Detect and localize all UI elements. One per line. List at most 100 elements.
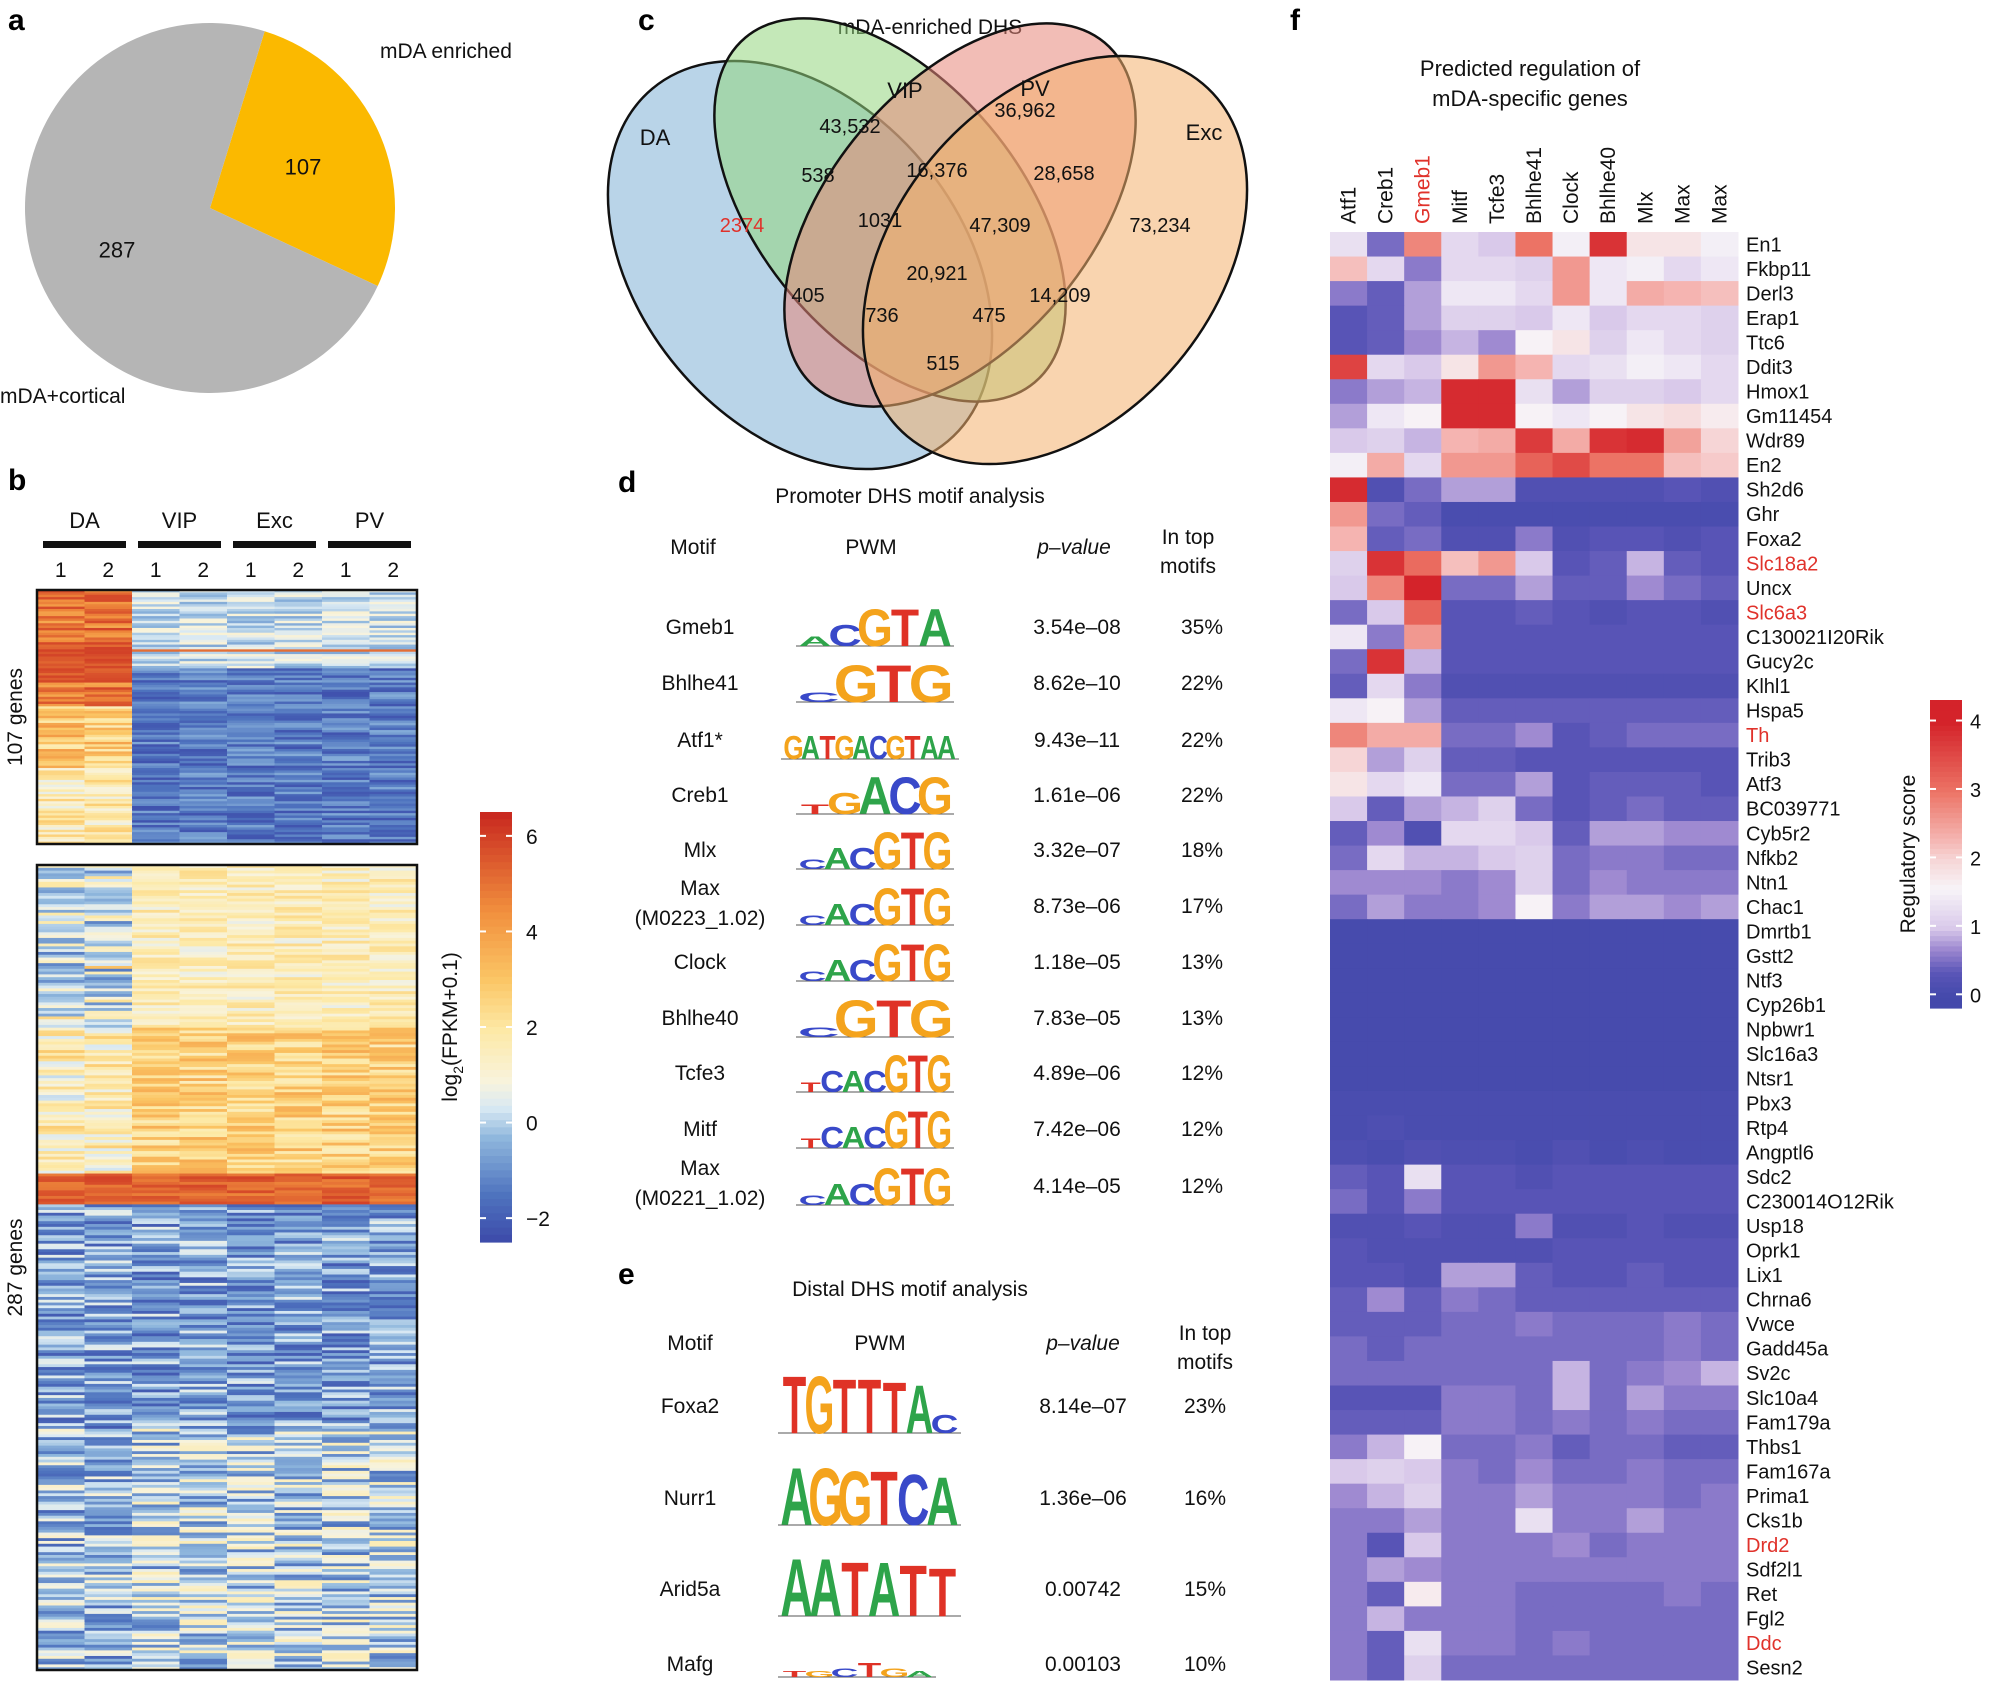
heatmap-cell (274, 1036, 323, 1040)
heatmap-cell (322, 594, 370, 598)
regulation-cell (1663, 870, 1702, 896)
colorbar-segment (480, 912, 512, 921)
regulation-cell (1515, 821, 1554, 847)
colorbar-segment (480, 1027, 512, 1035)
heatmap-cell (132, 1420, 180, 1424)
heatmap-cell (37, 1243, 85, 1247)
heatmap-cell (132, 1524, 180, 1528)
heatmap-cell (132, 1636, 180, 1640)
regulation-cell (1330, 1410, 1368, 1436)
heatmap-cell (227, 613, 275, 617)
heatmap-cell (227, 1299, 275, 1304)
heatmap-cell (227, 637, 275, 641)
heatmap-cell (84, 1322, 133, 1326)
heatmap-cell (132, 1291, 180, 1295)
heatmap-cell (132, 658, 180, 662)
heatmap-cell (179, 1555, 228, 1559)
heatmap-cell (322, 1372, 370, 1376)
heatmap-cell (84, 646, 133, 650)
heatmap-cell (274, 1210, 323, 1214)
regulation-cell (1478, 501, 1516, 528)
heatmap-cell (84, 1294, 133, 1298)
heatmap-cell (274, 893, 323, 897)
heatmap-cell (274, 687, 323, 691)
heatmap-cell (274, 946, 323, 950)
heatmap-cell (132, 1319, 180, 1323)
heatmap-cell (274, 1355, 323, 1360)
colorbar-segment (480, 1220, 512, 1229)
regulation-cell (1663, 894, 1702, 920)
heatmap-cell (369, 1282, 418, 1287)
heatmap-cell (132, 1252, 180, 1256)
heatmap-cell (322, 825, 370, 828)
heatmap-cell (369, 1148, 418, 1152)
heatmap-cell (37, 1064, 85, 1068)
regulation-cell (1626, 526, 1665, 552)
pwm-letter: T (929, 1556, 956, 1632)
heatmap-cell (84, 1224, 133, 1228)
heatmap-cell (179, 1353, 228, 1357)
regulation-cell (1663, 1508, 1702, 1534)
heatmap-cell (37, 1602, 85, 1606)
regulation-cell (1589, 354, 1628, 380)
heatmap-cell (322, 1392, 370, 1396)
heatmap-cell (322, 665, 370, 669)
heatmap-cell (84, 1423, 133, 1427)
gene-row-label: Ntf3 (1746, 971, 1783, 993)
heatmap-cell (227, 813, 275, 817)
heatmap-cell (179, 722, 228, 726)
heatmap-cell (274, 974, 323, 978)
heatmap-cell (37, 1013, 85, 1017)
heatmap-cell (274, 791, 323, 795)
pwm-letter: T (883, 1368, 906, 1449)
heatmap-cell (369, 1047, 418, 1051)
heatmap-cell (84, 935, 133, 939)
distal-table-title: Distal DHS motif analysis (792, 1278, 1028, 1301)
heatmap-cell (369, 1597, 418, 1601)
heatmap-cell (37, 646, 85, 650)
heatmap-cell (37, 1041, 85, 1046)
heatmap-cell (37, 1201, 85, 1205)
gene-row-label: En2 (1746, 455, 1782, 477)
heatmap-cell (179, 1465, 228, 1469)
heatmap-cell (37, 1254, 85, 1259)
motif-pvalue: 4.14e–05 (1033, 1175, 1121, 1198)
heatmap-cell (179, 706, 228, 710)
regulation-cell (1552, 1410, 1591, 1436)
heatmap-cell (37, 1294, 85, 1298)
heatmap-cell (274, 1050, 323, 1054)
heatmap-cell (37, 1538, 85, 1542)
heatmap-cell (179, 991, 228, 995)
heatmap-cell (369, 1066, 418, 1071)
motif-name: Gmeb1 (666, 616, 735, 639)
heatmap-cell (37, 625, 85, 629)
heatmap-cell (179, 1075, 228, 1079)
regulation-cell (1626, 403, 1665, 429)
heatmap-cell (369, 1484, 418, 1489)
heatmap-cell (274, 590, 323, 593)
heatmap-cell (37, 1299, 85, 1304)
heatmap-cell (37, 1428, 85, 1433)
heatmap-cell (179, 1378, 228, 1382)
regulation-cell (1700, 1213, 1739, 1239)
heatmap-cell (227, 1089, 275, 1093)
heatmap-cell (37, 1333, 85, 1337)
heatmap-cell (322, 1591, 370, 1595)
heatmap-cell (132, 907, 180, 911)
heatmap-cell (84, 1153, 133, 1158)
heatmap-cell (132, 1569, 180, 1573)
heatmap-cell (37, 1080, 85, 1085)
heatmap-cell (132, 1526, 180, 1531)
heatmap-cell (369, 1442, 418, 1447)
regulation-cell (1441, 1238, 1479, 1264)
heatmap-cell (227, 1064, 275, 1068)
heatmap-cell (179, 904, 228, 908)
colorbar-segment (480, 1077, 512, 1085)
heatmap-cell (179, 940, 228, 945)
heatmap-cell (274, 1064, 323, 1068)
heatmap-cell (369, 1288, 418, 1292)
heatmap-cell (227, 901, 275, 905)
heatmap-cell (179, 1044, 228, 1048)
venn-set-label-VIP: VIP (887, 78, 922, 103)
heatmap-cell (132, 898, 180, 902)
